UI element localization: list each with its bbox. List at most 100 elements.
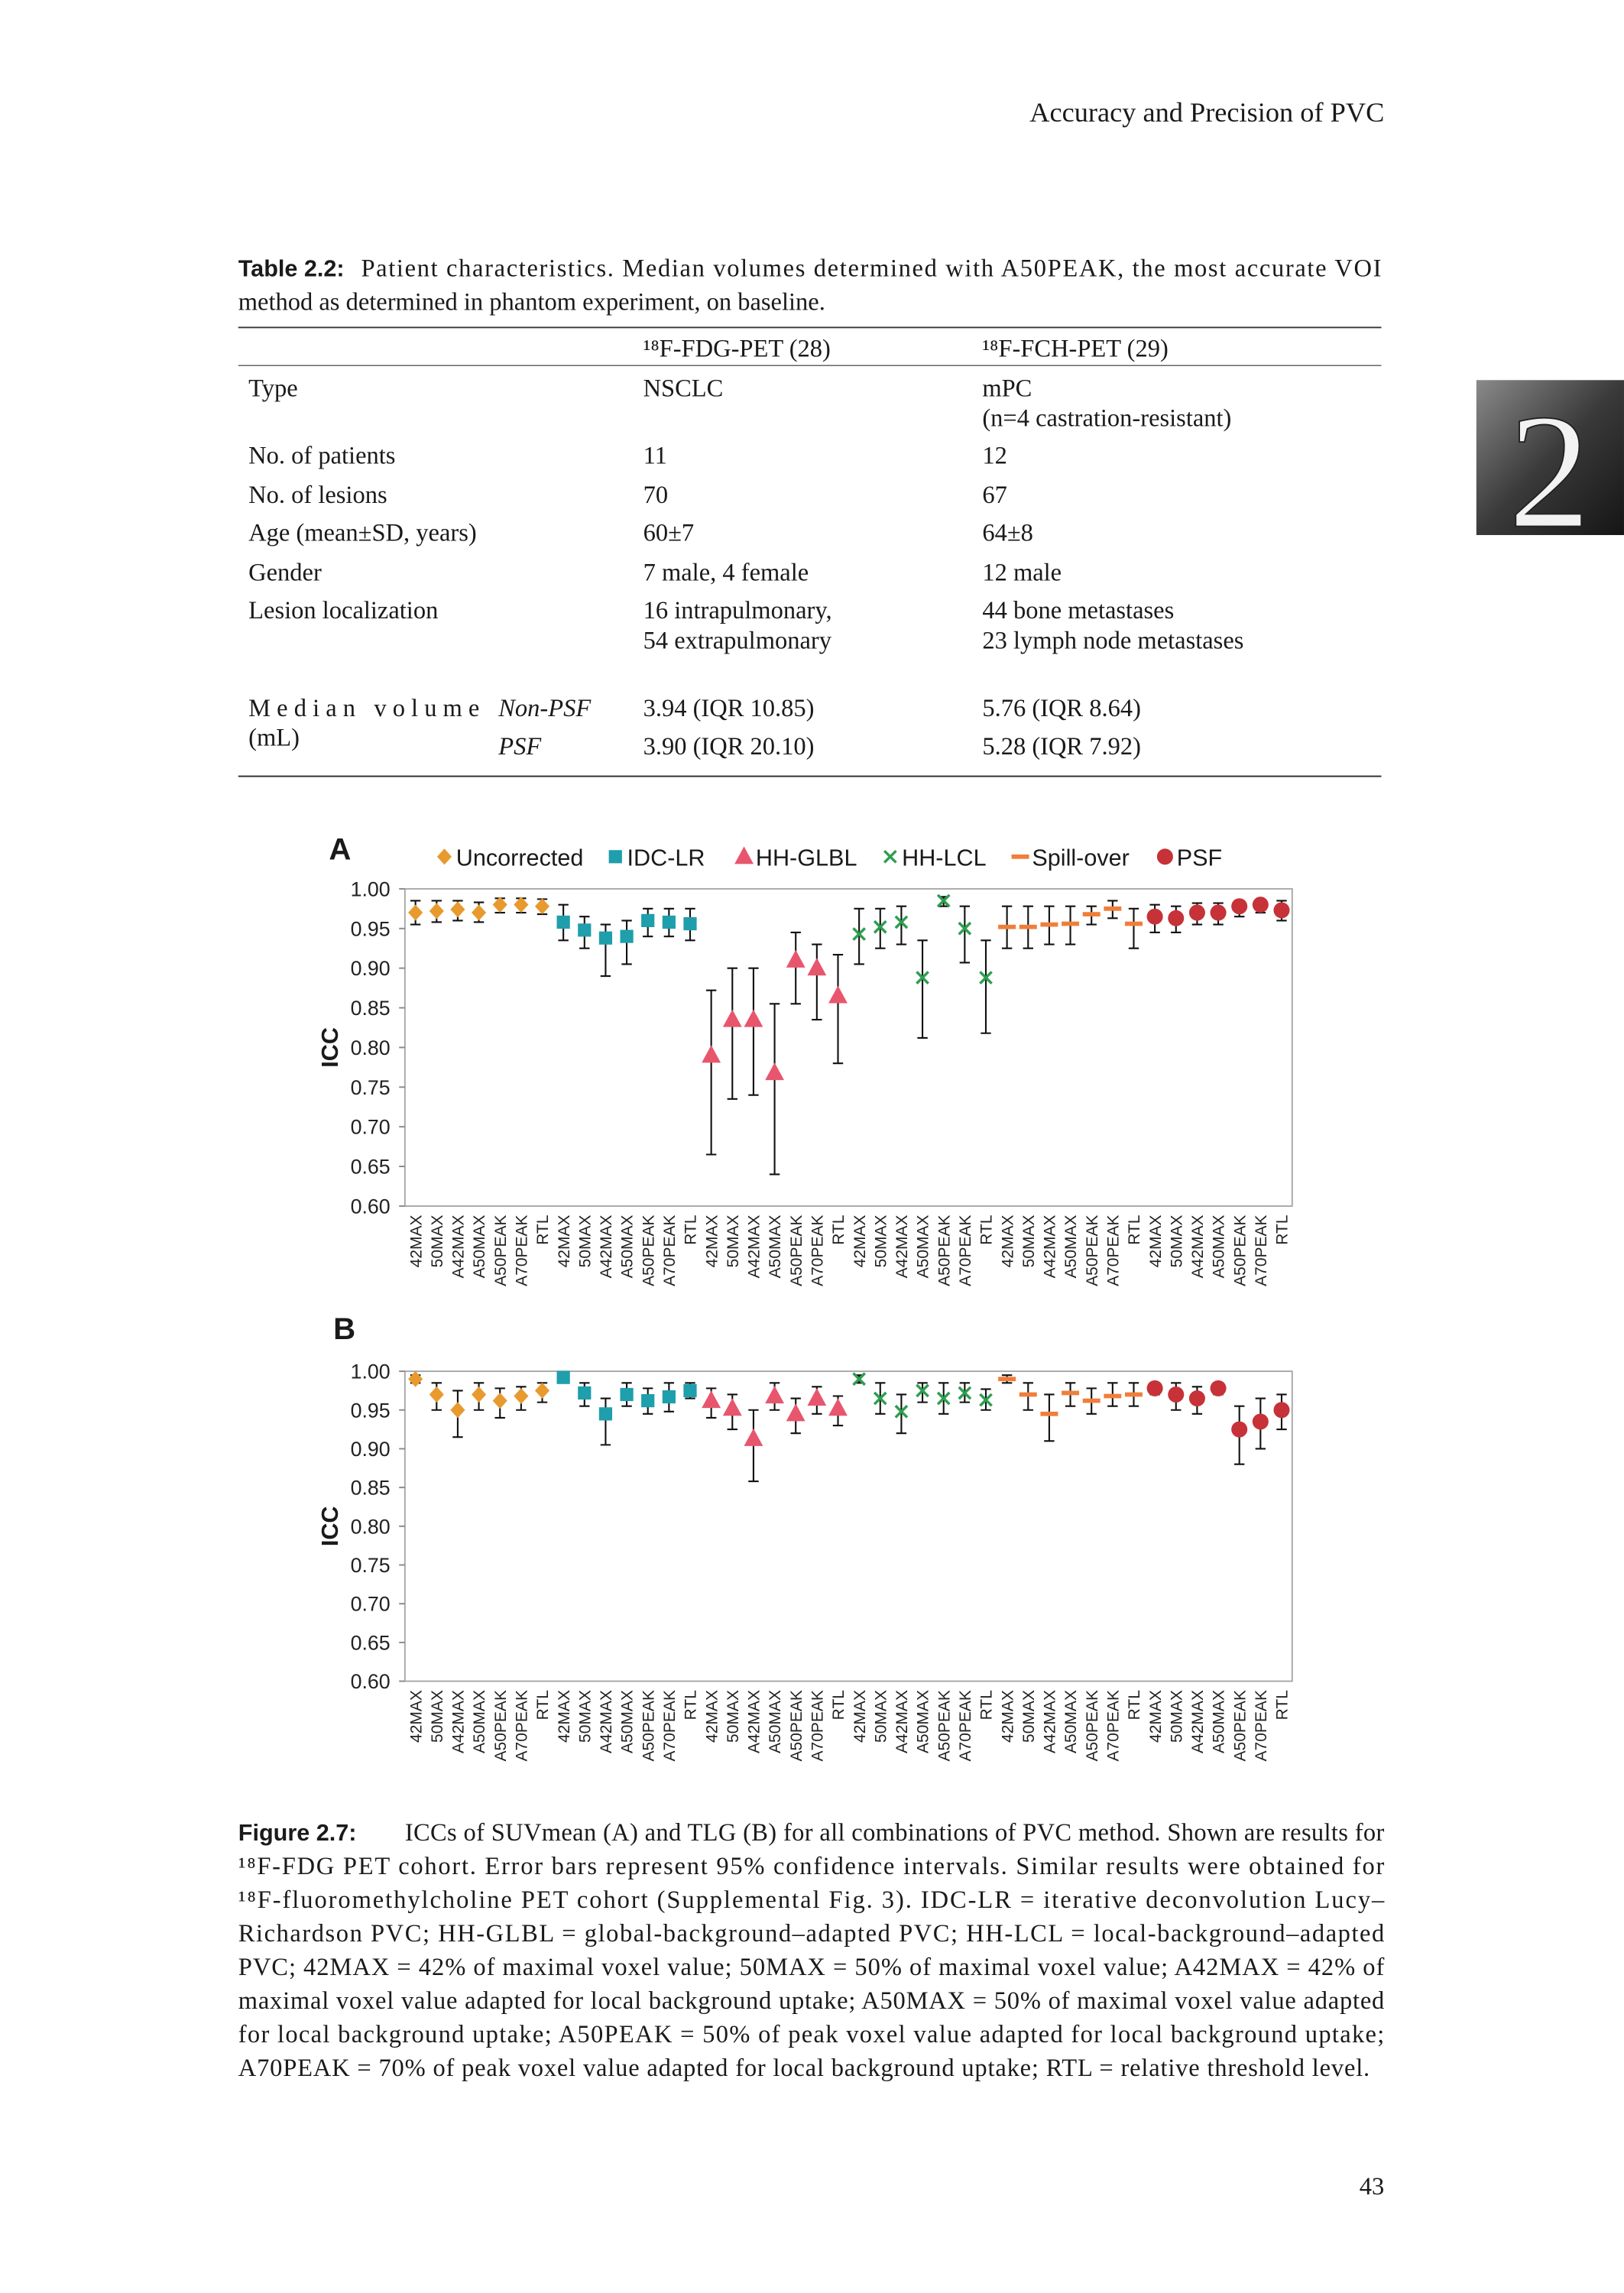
marker-diamond [408, 1370, 423, 1387]
marker-square [598, 1407, 613, 1421]
x-tick-label: 50MAX [1168, 1690, 1185, 1743]
table-cell: 7 male, 4 female [643, 559, 809, 586]
legend-label: Uncorrected [456, 845, 584, 871]
legend-label: HH-LCL [902, 845, 987, 871]
chapter-number: 2 [1509, 381, 1590, 563]
row-label: Lesion localization [248, 597, 438, 624]
marker-square [683, 1383, 697, 1398]
marker-dash [1062, 921, 1080, 926]
marker-cross [894, 1404, 909, 1419]
x-tick-label: 50MAX [576, 1215, 594, 1267]
x-tick-label: 42MAX [703, 1215, 721, 1267]
x-tick-label: A50MAX [767, 1690, 784, 1753]
x-tick-label: A50PEAK [1084, 1690, 1101, 1761]
x-tick-label: A42MAX [1189, 1215, 1207, 1278]
table-caption-line: Patient characteristics. Median volumes … [361, 255, 1381, 282]
marker-cross [873, 919, 887, 934]
marker-triangle [828, 985, 848, 1004]
marker-diamond [450, 901, 465, 918]
row-label: Gender [248, 559, 322, 586]
figure-caption-line: ¹⁸F-fluoromethylcholine PET cohort (Supp… [238, 1886, 1385, 1914]
x-tick-label: RTL [1126, 1215, 1143, 1244]
table-cell: (n=4 castration-resistant) [982, 405, 1231, 433]
x-tick-label: A42MAX [746, 1690, 763, 1753]
table-cell: 44 bone metastases [982, 597, 1174, 624]
marker-diamond [492, 1393, 507, 1409]
marker-diamond [472, 1386, 487, 1403]
marker-square [578, 923, 592, 937]
y-tick-label: 0.60 [351, 1670, 391, 1693]
row-label: (mL) [248, 724, 300, 751]
y-tick-label: 0.80 [351, 1515, 391, 1538]
marker-square [662, 1390, 676, 1404]
marker-diamond [429, 1386, 444, 1403]
x-tick-label: A70PEAK [809, 1690, 827, 1761]
y-tick-label: 0.85 [351, 997, 391, 1020]
x-tick-label: A70PEAK [1104, 1215, 1122, 1286]
marker-square [662, 915, 676, 929]
marker-circle [1231, 898, 1248, 915]
table-caption-line: method as determined in phantom experime… [238, 288, 825, 316]
x-tick-label: 50MAX [872, 1215, 890, 1267]
marker-diamond [472, 904, 487, 921]
y-axis-label: ICC [317, 1027, 343, 1068]
marker-dash [998, 1377, 1016, 1382]
marker-triangle [807, 1388, 827, 1406]
x-tick-label: 42MAX [703, 1690, 721, 1743]
figure-caption-line: maximal voxel value adapted for local ba… [238, 1987, 1385, 2015]
x-tick-label: RTL [830, 1215, 848, 1244]
legend-marker [734, 846, 754, 864]
figure-label: Figure 2.7: [238, 1820, 357, 1846]
error-bar [917, 1382, 928, 1403]
legend-marker [1011, 854, 1029, 859]
plot-frame [404, 1370, 1293, 1682]
table-cell: 54 extrapulmonary [643, 627, 832, 654]
error-bar [896, 905, 907, 945]
marker-dash [998, 924, 1016, 929]
table-cell: NSCLC [643, 375, 724, 402]
column-header: ¹⁸F-FCH-PET (29) [982, 336, 1168, 363]
x-tick-label: 50MAX [429, 1690, 446, 1743]
x-tick-label: A50PEAK [1084, 1215, 1101, 1286]
error-bar [769, 1003, 780, 1176]
x-tick-label: A70PEAK [1104, 1690, 1122, 1761]
x-tick-label: A42MAX [746, 1215, 763, 1278]
x-tick-label: A70PEAK [957, 1690, 974, 1761]
table-cell: 5.76 (IQR 8.64) [982, 695, 1141, 722]
x-tick-label: 42MAX [556, 1690, 573, 1743]
x-tick-label: A50MAX [1062, 1690, 1080, 1753]
error-bar [854, 907, 864, 965]
marker-triangle [807, 958, 827, 976]
marker-dash [1104, 906, 1122, 911]
x-tick-label: A42MAX [450, 1690, 468, 1753]
marker-diamond [429, 903, 444, 919]
x-tick-label: RTL [978, 1215, 996, 1244]
marker-square [556, 1370, 570, 1384]
running-header: Accuracy and Precision of PVC [1029, 97, 1384, 128]
x-tick-label: A50PEAK [1231, 1690, 1249, 1761]
y-tick-label: 0.70 [351, 1116, 391, 1139]
y-tick-label: 0.75 [351, 1076, 391, 1099]
marker-circle [1273, 902, 1290, 919]
legend-marker [1156, 848, 1173, 865]
legend-marker [436, 848, 452, 865]
x-tick-label: RTL [682, 1215, 700, 1244]
y-axis-label: ICC [317, 1506, 343, 1546]
marker-dash [1040, 1411, 1058, 1416]
x-tick-label: RTL [830, 1690, 848, 1720]
y-tick-label: 0.65 [351, 1156, 391, 1179]
marker-cross [916, 971, 929, 984]
x-tick-label: 50MAX [724, 1215, 742, 1267]
chapter-tab [1476, 380, 1624, 536]
y-tick-label: 0.95 [351, 917, 391, 940]
marker-circle [1273, 1402, 1290, 1419]
x-tick-label: A50MAX [915, 1690, 932, 1753]
y-tick-label: 0.65 [351, 1631, 391, 1654]
x-tick-label: 50MAX [724, 1690, 742, 1743]
x-tick-label: RTL [534, 1690, 552, 1720]
x-tick-label: RTL [682, 1690, 700, 1720]
y-tick-label: 0.80 [351, 1036, 391, 1059]
x-tick-label: A50MAX [471, 1215, 488, 1278]
